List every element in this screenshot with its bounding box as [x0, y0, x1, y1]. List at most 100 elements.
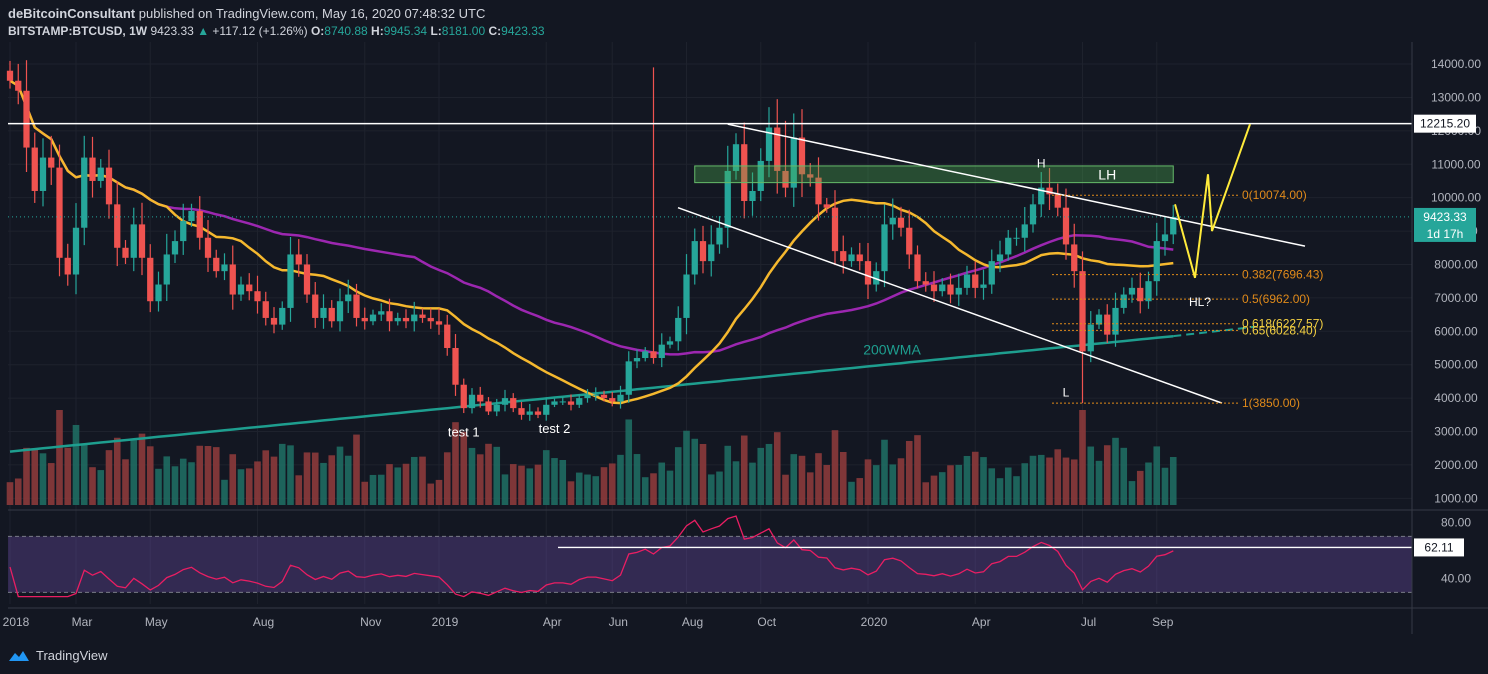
- last-price-tag: [1414, 207, 1476, 242]
- candle-body: [1170, 216, 1177, 235]
- candle-body: [1128, 287, 1136, 295]
- time-tick-label: Apr: [543, 615, 562, 629]
- candle-body: [840, 251, 847, 262]
- rsi-pane: [8, 515, 1412, 598]
- candle-body: [914, 254, 921, 282]
- volume-bar: [353, 434, 360, 505]
- candle-body: [947, 284, 954, 295]
- volume-bar: [303, 452, 311, 505]
- volume-bar: [394, 467, 402, 505]
- symbol[interactable]: BITSTAMP:BTCUSD, 1W: [8, 24, 148, 38]
- volume-bar: [930, 475, 938, 505]
- candle-body: [1095, 314, 1103, 325]
- volume-bar: [89, 467, 96, 505]
- candle-body: [699, 241, 707, 262]
- candle-body: [138, 224, 146, 258]
- brand[interactable]: TradingView: [8, 648, 108, 663]
- candle-body: [1038, 187, 1045, 205]
- rsi-value-tag: [1414, 538, 1464, 557]
- drawings: LH0(10074.00)0.382(7696.43)0.5(6962.00)0…: [8, 122, 1412, 440]
- candle-body: [452, 347, 459, 385]
- volume-bar: [938, 472, 946, 505]
- candle-body: [897, 217, 905, 228]
- test1-label: test 1: [448, 425, 480, 440]
- volume-bar: [732, 461, 740, 505]
- candle-body: [543, 404, 550, 415]
- candle-body: [48, 157, 55, 168]
- author[interactable]: deBitcoinConsultant: [8, 6, 136, 21]
- rsi-tick-label: 40.00: [1441, 571, 1471, 585]
- box-label: LH: [1098, 166, 1116, 182]
- candle-body: [831, 207, 839, 252]
- volume-bar: [493, 446, 501, 505]
- volume-bar: [72, 424, 80, 505]
- candle-body: [435, 321, 443, 325]
- volume-bar: [1079, 410, 1086, 505]
- volume-bar: [806, 472, 814, 505]
- up-arrow-icon: ▲: [197, 24, 210, 38]
- volume-bar: [204, 445, 212, 505]
- volume-bars: [6, 410, 1177, 505]
- resistance-tag-label: 12215.20: [1420, 117, 1470, 131]
- price-tick-label: 14000.00: [1431, 57, 1481, 71]
- volume-bar: [897, 458, 905, 505]
- candle-body: [147, 257, 154, 302]
- volume-bar: [361, 481, 369, 505]
- price-tick-label: 6000.00: [1434, 324, 1478, 338]
- candle-body: [171, 241, 179, 255]
- volume-bar: [971, 451, 979, 505]
- candle-body: [361, 317, 368, 322]
- volume-bar: [262, 450, 270, 505]
- volume-bar: [320, 462, 327, 505]
- volume-bar: [1153, 446, 1161, 505]
- candle-body: [1153, 241, 1160, 282]
- candle-body: [6, 70, 14, 81]
- volume-bar: [278, 443, 286, 505]
- volume-bar: [509, 464, 517, 505]
- candle-body: [864, 261, 872, 285]
- time-tick-label: 2019: [432, 615, 459, 629]
- candle-body: [1062, 207, 1070, 245]
- candle-body: [460, 384, 467, 409]
- volume-bar: [270, 456, 278, 505]
- volume-bar: [254, 461, 261, 505]
- candle-body: [518, 408, 525, 415]
- volume-bar: [452, 422, 459, 505]
- volume-bar: [955, 464, 963, 505]
- volume-bar: [1161, 467, 1169, 505]
- candle-body: [1046, 187, 1053, 195]
- volume-bar: [683, 430, 690, 505]
- volume-bar: [435, 479, 443, 505]
- time-tick-label: Sep: [1152, 615, 1174, 629]
- candle-body: [534, 411, 542, 415]
- candle-body: [485, 401, 492, 412]
- rsi-line: [9, 515, 1174, 598]
- brand-label: TradingView: [36, 648, 108, 663]
- volume-bar: [14, 478, 22, 505]
- candle-body: [955, 287, 962, 295]
- volume-bar: [608, 463, 616, 505]
- candle-body: [972, 274, 979, 288]
- last-price-tag-label: 9423.33: [1423, 210, 1467, 224]
- candle-body: [600, 394, 608, 399]
- volume-bar: [757, 447, 765, 505]
- hl-label: HL?: [1189, 295, 1211, 309]
- candle-body: [312, 294, 319, 318]
- volume-bar: [427, 483, 435, 505]
- volume-bar: [47, 463, 55, 505]
- candle-body: [881, 224, 888, 272]
- candle-body: [873, 271, 880, 285]
- volume-bar: [336, 446, 344, 505]
- candle-body: [1161, 234, 1169, 242]
- price-tick-label: 4000.00: [1434, 391, 1478, 405]
- volume-bar: [889, 464, 897, 505]
- volume-bar: [196, 445, 204, 505]
- candle-body: [1071, 244, 1078, 272]
- candle-body: [592, 394, 599, 396]
- time-tick-label: Aug: [682, 615, 703, 629]
- candle-body: [204, 237, 212, 258]
- price-tick-label: 10000.00: [1431, 191, 1481, 205]
- volume-bar: [460, 431, 468, 505]
- candle-body: [122, 247, 129, 258]
